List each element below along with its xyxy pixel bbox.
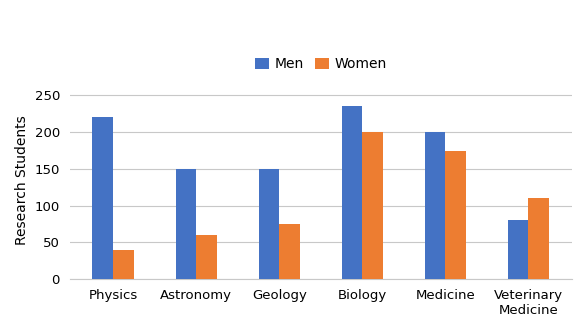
Bar: [446, 150, 466, 279]
Bar: [342, 106, 362, 279]
Bar: [362, 132, 383, 279]
Bar: [113, 250, 134, 279]
Y-axis label: Research Students: Research Students: [15, 115, 29, 245]
Bar: [258, 169, 279, 279]
Bar: [424, 132, 446, 279]
Legend: Men, Women: Men, Women: [249, 52, 392, 77]
Bar: [176, 169, 196, 279]
Bar: [196, 235, 217, 279]
Bar: [93, 118, 113, 279]
Bar: [508, 220, 528, 279]
Bar: [279, 224, 300, 279]
Bar: [528, 198, 549, 279]
